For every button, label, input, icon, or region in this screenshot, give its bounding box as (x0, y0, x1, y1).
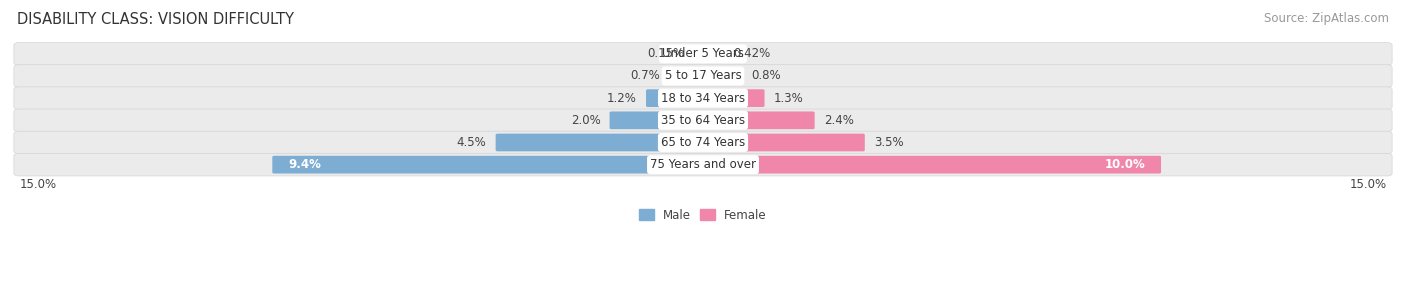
Text: 2.0%: 2.0% (571, 114, 600, 127)
FancyBboxPatch shape (610, 112, 706, 129)
FancyBboxPatch shape (700, 156, 1161, 174)
Text: 15.0%: 15.0% (1350, 178, 1386, 191)
Legend: Male, Female: Male, Female (634, 204, 772, 226)
Text: 9.4%: 9.4% (288, 158, 321, 171)
FancyBboxPatch shape (700, 45, 724, 63)
Text: 1.3%: 1.3% (773, 92, 803, 105)
Text: 2.4%: 2.4% (824, 114, 853, 127)
Text: DISABILITY CLASS: VISION DIFFICULTY: DISABILITY CLASS: VISION DIFFICULTY (17, 12, 294, 27)
Text: 3.5%: 3.5% (875, 136, 904, 149)
Text: 35 to 64 Years: 35 to 64 Years (661, 114, 745, 127)
Text: 5 to 17 Years: 5 to 17 Years (665, 70, 741, 82)
FancyBboxPatch shape (645, 89, 706, 107)
Text: 15.0%: 15.0% (20, 178, 56, 191)
FancyBboxPatch shape (14, 65, 1392, 87)
Text: 75 Years and over: 75 Years and over (650, 158, 756, 171)
FancyBboxPatch shape (700, 112, 814, 129)
Text: Under 5 Years: Under 5 Years (662, 47, 744, 60)
FancyBboxPatch shape (14, 109, 1392, 132)
Text: 1.2%: 1.2% (607, 92, 637, 105)
FancyBboxPatch shape (700, 89, 765, 107)
Text: 18 to 34 Years: 18 to 34 Years (661, 92, 745, 105)
Text: 10.0%: 10.0% (1104, 158, 1144, 171)
FancyBboxPatch shape (273, 156, 706, 174)
Text: 65 to 74 Years: 65 to 74 Years (661, 136, 745, 149)
FancyBboxPatch shape (14, 87, 1392, 109)
FancyBboxPatch shape (669, 67, 706, 85)
FancyBboxPatch shape (496, 134, 706, 151)
Text: 0.15%: 0.15% (648, 47, 685, 60)
FancyBboxPatch shape (695, 45, 706, 63)
FancyBboxPatch shape (14, 153, 1392, 176)
FancyBboxPatch shape (700, 134, 865, 151)
Text: 0.42%: 0.42% (734, 47, 770, 60)
Text: 4.5%: 4.5% (457, 136, 486, 149)
Text: 0.7%: 0.7% (630, 70, 659, 82)
FancyBboxPatch shape (14, 43, 1392, 65)
FancyBboxPatch shape (700, 67, 742, 85)
FancyBboxPatch shape (14, 131, 1392, 154)
Text: 0.8%: 0.8% (751, 70, 780, 82)
Text: Source: ZipAtlas.com: Source: ZipAtlas.com (1264, 12, 1389, 25)
